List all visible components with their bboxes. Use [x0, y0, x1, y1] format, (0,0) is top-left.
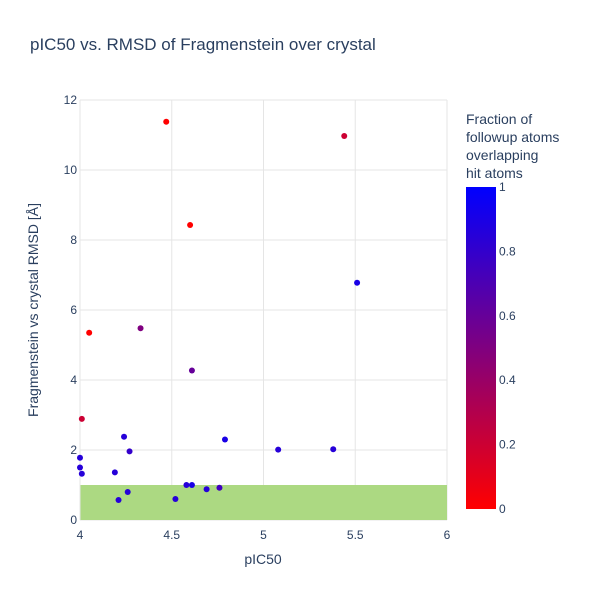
- colorbar-title-line: Fraction of: [466, 111, 532, 127]
- chart-title: pIC50 vs. RMSD of Fragmenstein over crys…: [30, 35, 376, 54]
- x-tick-label: 5.5: [347, 528, 364, 542]
- data-point: [124, 489, 131, 495]
- x-tick-labels: 4 4.5 5 5.5 6: [77, 528, 451, 542]
- colorbar: Fraction of followup atoms overlapping hit …: [466, 111, 559, 516]
- y-tick-label: 10: [64, 163, 78, 177]
- y-axis-title: Fragmenstein vs crystal RMSD [Å]: [25, 203, 41, 417]
- shaded-band: [80, 485, 447, 520]
- data-point: [77, 454, 83, 461]
- colorbar-tick-label: 0.2: [499, 438, 516, 452]
- x-tick-label: 4.5: [163, 528, 180, 542]
- data-point: [126, 448, 133, 455]
- y-tick-label: 2: [70, 443, 77, 457]
- data-point: [188, 367, 195, 374]
- data-point: [187, 221, 194, 228]
- data-point: [183, 482, 190, 488]
- data-point: [137, 325, 144, 332]
- colorbar-title-line: overlapping: [466, 147, 538, 163]
- data-point: [203, 486, 210, 493]
- data-point: [115, 497, 122, 504]
- colorbar-gradient: [466, 187, 496, 509]
- y-tick-label: 0: [70, 513, 77, 527]
- data-point: [216, 484, 223, 491]
- data-point: [77, 464, 83, 471]
- low-rmsd-band: [80, 485, 447, 520]
- data-point: [86, 329, 93, 336]
- gridlines: [79, 99, 448, 521]
- x-axis-title: pIC50: [244, 551, 282, 567]
- data-point: [111, 469, 118, 476]
- colorbar-tick-label: 0.4: [499, 373, 516, 387]
- y-tick-label: 12: [64, 93, 78, 107]
- colorbar-tick-labels: 0 0.2 0.4 0.6 0.8 1: [499, 180, 516, 516]
- colorbar-title-line: followup atoms: [466, 129, 559, 145]
- y-tick-labels: 0 2 4 6 8 10 12: [64, 93, 78, 527]
- colorbar-tick-label: 0.6: [499, 309, 516, 323]
- y-tick-label: 8: [70, 233, 77, 247]
- colorbar-tick-label: 0.8: [499, 244, 516, 258]
- data-point: [172, 496, 179, 502]
- data-point: [330, 446, 337, 453]
- y-tick-label: 4: [70, 373, 77, 387]
- x-tick-label: 4: [77, 528, 84, 542]
- data-point: [188, 482, 195, 488]
- data-point: [341, 133, 348, 140]
- y-tick-label: 6: [70, 303, 77, 317]
- x-tick-label: 6: [444, 528, 451, 542]
- x-tick-label: 5: [260, 528, 267, 542]
- data-point: [78, 470, 85, 477]
- data-points: [77, 118, 361, 504]
- colorbar-tick-label: 0: [499, 502, 506, 516]
- data-point: [163, 118, 170, 125]
- data-point: [121, 433, 128, 440]
- data-point: [221, 436, 228, 443]
- colorbar-tick-label: 1: [499, 180, 506, 194]
- data-point: [78, 415, 85, 422]
- data-point: [275, 446, 282, 453]
- colorbar-title-line: hit atoms: [466, 165, 523, 181]
- data-point: [354, 279, 361, 286]
- colorbar-title: Fraction of followup atoms overlapping hit …: [466, 111, 559, 181]
